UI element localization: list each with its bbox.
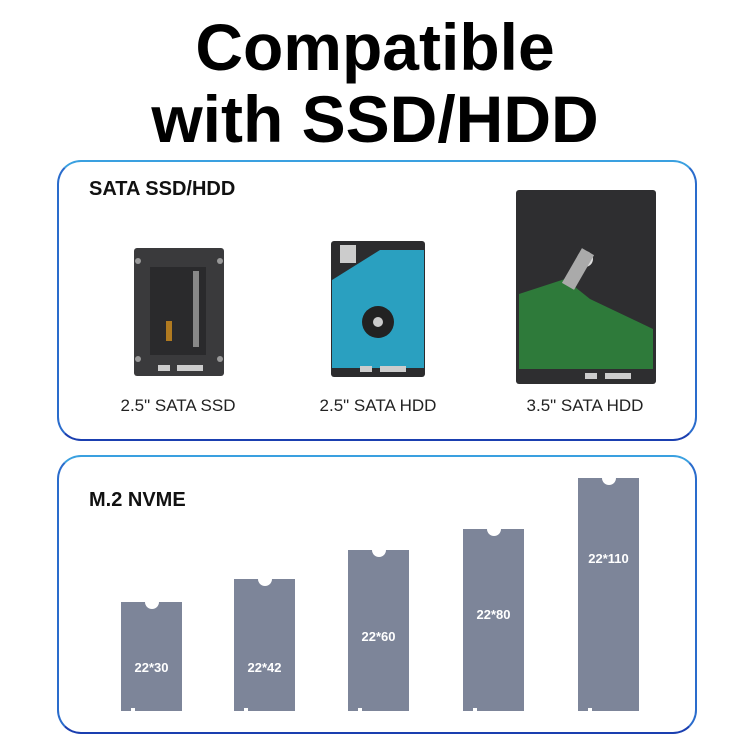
board-label: 22*30 — [134, 660, 169, 675]
board-label: 22*110 — [588, 551, 629, 566]
m2-board-2280: 22*80 — [463, 528, 524, 712]
m2-board-2230: 22*30 — [121, 601, 182, 712]
title-line-2: with SSD/HDD — [151, 82, 599, 156]
hdd-2-5-image — [331, 241, 425, 377]
title-line-1: Compatible — [195, 10, 555, 84]
board-label: 22*60 — [361, 629, 396, 644]
board-label: 22*80 — [476, 607, 511, 622]
drive-label-ssd: 2.5" SATA SSD — [120, 396, 236, 415]
drive-label-hdd-2-5: 2.5" SATA HDD — [319, 396, 437, 415]
sata-panel — [57, 160, 697, 441]
ssd-image — [134, 248, 224, 376]
sata-heading: SATA SSD/HDD — [89, 178, 236, 200]
hdd-3-5-image — [516, 190, 656, 384]
m2-board-2242: 22*42 — [234, 578, 295, 712]
m2-board-2260: 22*60 — [348, 549, 409, 712]
drive-label-hdd-3-5: 3.5" SATA HDD — [526, 396, 644, 415]
board-label: 22*42 — [247, 660, 282, 675]
m2-board-22110: 22*110 — [578, 477, 639, 712]
m2-heading: M.2 NVME — [89, 489, 186, 511]
m2-panel — [57, 455, 697, 734]
